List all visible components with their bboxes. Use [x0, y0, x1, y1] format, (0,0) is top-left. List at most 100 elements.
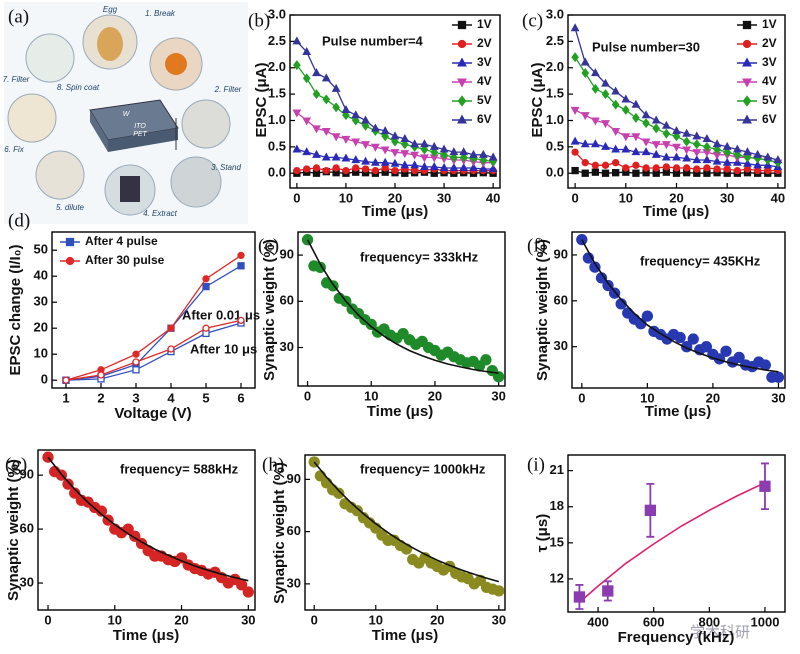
x-tick-label: 20 [430, 612, 444, 627]
marker [743, 152, 752, 163]
marker [590, 117, 600, 126]
marker [302, 117, 312, 126]
marker [365, 318, 377, 331]
legend-label: 4V [762, 74, 777, 88]
x-tick-label: 4 [167, 390, 175, 405]
panel-label: (a) [8, 6, 29, 27]
marker [341, 135, 351, 144]
panel-label: (f) [527, 235, 546, 256]
marker [693, 165, 701, 173]
legend-label: 2V [762, 36, 777, 50]
x-tick-label: 30 [771, 390, 785, 405]
photo-filter-cloth [25, 33, 75, 83]
marker [322, 166, 330, 175]
marker [692, 155, 702, 164]
photo-filter [181, 99, 231, 149]
marker [602, 279, 614, 292]
y-tick-label: 1.0 [268, 112, 286, 127]
marker [302, 46, 312, 55]
marker [742, 114, 752, 124]
marker [713, 144, 721, 155]
x-tick-label: 600 [643, 614, 665, 629]
marker [400, 150, 410, 159]
marker [62, 376, 70, 384]
marker [632, 161, 640, 169]
marker [621, 94, 631, 103]
marker [703, 141, 711, 152]
marker [351, 110, 361, 119]
marker [95, 505, 108, 517]
marker [602, 585, 614, 597]
marker [631, 133, 641, 142]
marker [674, 331, 686, 344]
photo-stand [170, 156, 222, 208]
x-tick-label: 30 [241, 612, 255, 627]
plot-frame [297, 231, 506, 387]
x-tick-label: 10 [619, 190, 633, 205]
marker [573, 591, 586, 603]
marker [303, 165, 311, 173]
x-tick-label: 1000 [751, 614, 780, 629]
marker [642, 118, 650, 129]
marker [742, 78, 752, 88]
marker [492, 371, 505, 383]
marker [763, 152, 773, 161]
series-line [65, 319, 242, 381]
marker [361, 141, 370, 150]
device-side [108, 128, 178, 152]
marker [380, 157, 390, 166]
marker [312, 89, 321, 100]
marker [661, 120, 671, 129]
marker [591, 168, 600, 176]
series-line [47, 456, 249, 582]
marker [292, 144, 302, 153]
y-axis-label: Synaptic weight (%) [5, 459, 22, 601]
marker [459, 152, 468, 163]
marker [644, 504, 656, 516]
device-label: W [123, 111, 131, 118]
marker [651, 149, 661, 158]
panel-a [4, 2, 248, 224]
marker [672, 152, 681, 161]
x-axis-label: Voltage (V) [114, 405, 191, 422]
marker [439, 163, 449, 172]
marker [361, 165, 370, 173]
x-tick-label: 30 [492, 612, 506, 627]
marker [703, 164, 711, 172]
marker [612, 169, 620, 177]
series-line [581, 239, 779, 373]
x-axis-label: Time (μs) [113, 627, 179, 644]
marker [700, 341, 713, 353]
marker [390, 149, 400, 158]
extract-vial [120, 176, 140, 202]
marker [764, 166, 772, 175]
y-tick-label: 30 [554, 338, 568, 353]
marker [420, 161, 429, 170]
marker [571, 52, 579, 63]
x-tick-label: 30 [437, 190, 451, 205]
y-tick-label: 0.5 [546, 138, 564, 153]
panel-label: (g) [5, 454, 27, 475]
marker [743, 165, 752, 173]
legend-label: 4V [477, 74, 492, 88]
marker [410, 166, 419, 175]
step-label: 3. Stand [211, 163, 241, 172]
marker [342, 166, 350, 175]
marker [457, 78, 467, 88]
y-tick-label: 90 [280, 247, 294, 262]
marker [672, 126, 681, 135]
marker [167, 345, 175, 353]
marker [352, 164, 360, 172]
marker [293, 166, 301, 175]
marker [570, 136, 580, 145]
marker [132, 350, 140, 358]
marker [641, 147, 651, 156]
marker [580, 112, 590, 121]
x-tick-label: 0 [578, 390, 585, 405]
plot-frame [567, 454, 786, 613]
marker [449, 147, 459, 156]
marker [753, 166, 762, 175]
annotation: frequency= 435KHz [640, 253, 761, 268]
marker [631, 147, 641, 156]
marker [469, 163, 478, 172]
